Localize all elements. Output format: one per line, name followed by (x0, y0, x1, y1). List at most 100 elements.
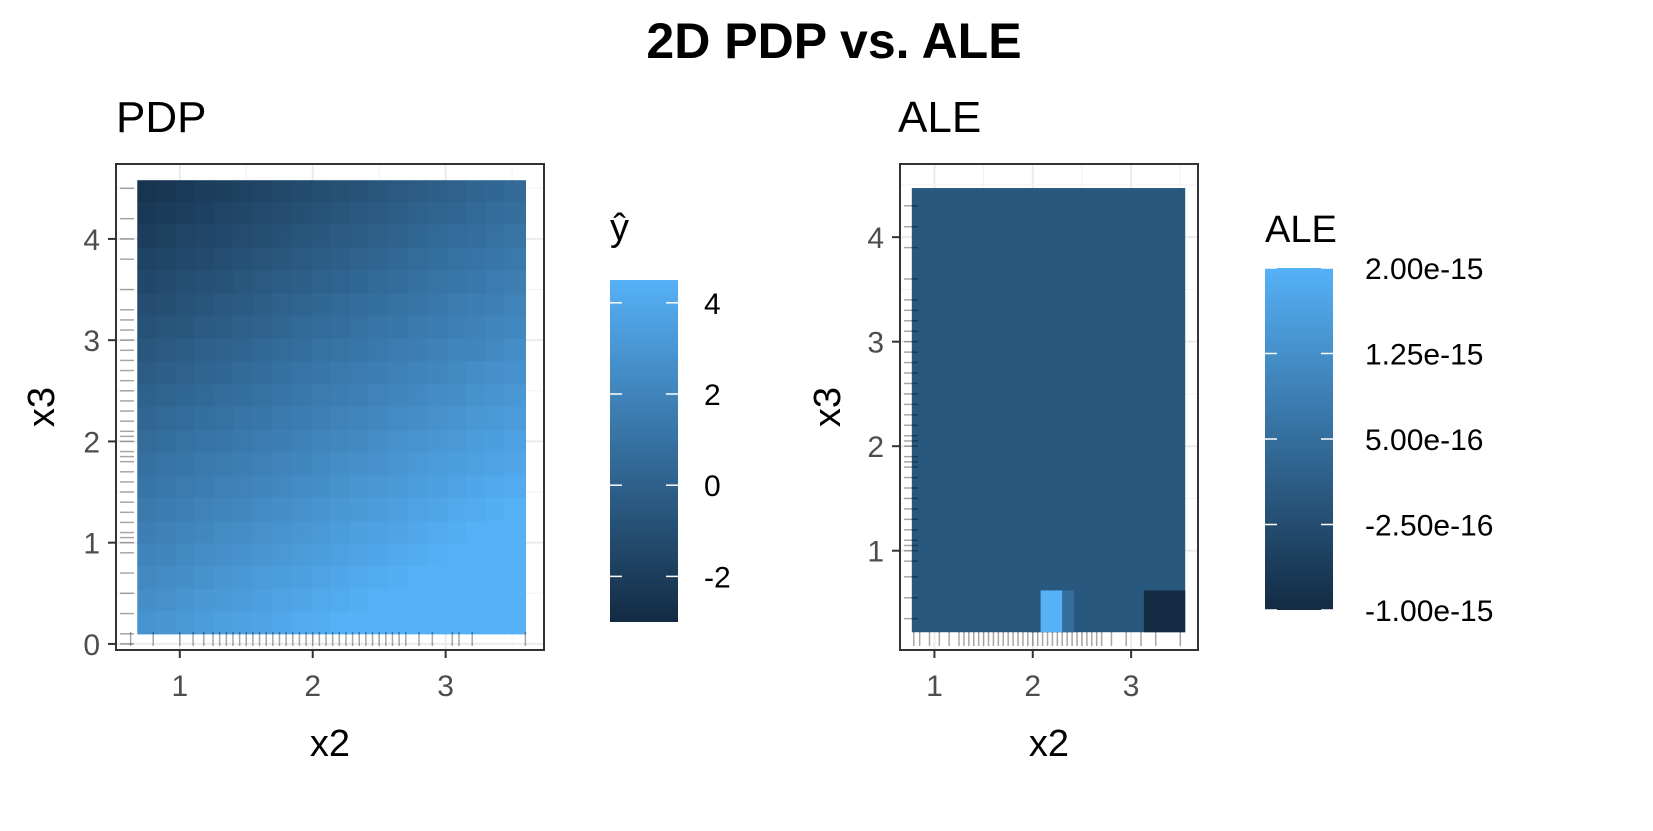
panel-2-legend-tick-label: 1.25e-15 (1365, 339, 1483, 372)
panel-1-heat-tile (137, 429, 157, 453)
panel-1-heat-tile (446, 180, 467, 203)
panel-2-y-tick-label: 1 (867, 536, 884, 569)
panel-1-heat-tile (311, 247, 331, 270)
panel-1-heat-tile (194, 338, 215, 362)
panel-1-heat-tile (311, 292, 331, 316)
panel-1-group: 1 2 3 0 1 2 3 4 PDP x2 x3 ŷ 4 2 0 -2 (21, 93, 731, 765)
panel-1-heat-tile (330, 429, 351, 453)
panel-1-heat-tile (214, 610, 234, 635)
panel-1-x-axis-label: x2 (310, 723, 350, 765)
panel-1-heat-tile (155, 497, 177, 521)
panel-1-heat-tile (427, 292, 448, 316)
panel-1-heat-tile (504, 180, 526, 203)
panel-1-heat-tile (175, 292, 196, 316)
panel-1-heat-tile (155, 564, 177, 589)
panel-1-legend-title: ŷ (610, 207, 629, 249)
panel-1-heat-tile (330, 610, 351, 635)
panel-1-heat-tile (291, 383, 312, 407)
panel-1-heat-tile (272, 520, 293, 544)
panel-1-heat-tile (214, 292, 234, 316)
panel-2-heat-cell (1062, 590, 1075, 633)
panel-1-heat-tile (175, 588, 196, 612)
panel-1-heat-tile (252, 338, 274, 362)
panel-1-heat-tile (232, 314, 254, 339)
panel-2-title: ALE (898, 93, 981, 142)
panel-1-heat-tile (388, 474, 410, 498)
panel-1-heat-tile (291, 269, 312, 294)
panel-1-heat-tile (408, 542, 428, 566)
panel-2-y-axis-label: x3 (807, 387, 849, 427)
panel-1-heat-tile (446, 564, 467, 589)
panel-1-heat-tile (388, 314, 410, 339)
panel-1-heat-tile (232, 383, 254, 407)
panel-1-heat-tile (408, 180, 428, 203)
panel-2-heat-cell (1143, 590, 1186, 633)
panel-1-heat-tile (155, 588, 177, 612)
panel-1-legend-tick-label: 2 (704, 379, 721, 412)
panel-1-heat-tile (291, 201, 312, 225)
panel-1-heat-tile (272, 201, 293, 225)
panel-1-heat-tile (252, 314, 274, 339)
panel-2-y-tick-label: 4 (867, 222, 884, 255)
panel-1-heat-tile (388, 223, 410, 248)
panel-1-heat-tile (485, 314, 505, 339)
panel-1-heat-tile (465, 610, 487, 635)
panel-1-heat-tile (427, 429, 448, 453)
panel-1-heat-tile (155, 269, 177, 294)
panel-1-heat-tile (214, 405, 234, 430)
panel-1-heat-tile (137, 564, 157, 589)
panel-1-heat-tile (252, 564, 274, 589)
panel-1-heat-tile (368, 247, 390, 270)
panel-1-heat-tile (291, 474, 312, 498)
panel-1-heat-tile (137, 520, 157, 544)
panel-1-heat-tile (311, 474, 331, 498)
panel-1-heat-tile (252, 497, 274, 521)
panel-1-heat-tile (252, 474, 274, 498)
panel-1-heat-tile (194, 269, 215, 294)
panel-1-heat-tile (232, 269, 254, 294)
panel-1-heat-tile (368, 429, 390, 453)
panel-1-heat-tile (232, 429, 254, 453)
panel-1-heat-tile (368, 610, 390, 635)
panel-1-heat-tile (446, 520, 467, 544)
panel-1-heat-tile (311, 451, 331, 476)
panel-1-heat-tile (194, 564, 215, 589)
panel-1-heat-tile (272, 292, 293, 316)
panel-2-heat-cell (1040, 590, 1063, 633)
panel-1-heat-tile (504, 497, 526, 521)
panel-1-heat-tile (214, 520, 234, 544)
panel-1-heat-tile (311, 542, 331, 566)
panel-1-heat-tile (349, 338, 370, 362)
panel-1-heat-tile (291, 338, 312, 362)
panel-1-heat-tile (194, 542, 215, 566)
panel-1-heat-tile (291, 610, 312, 635)
panel-2-group: 1 2 3 1 2 3 4 ALE x2 x3 ALE 2.00e-15 1.25e-15 5.00e-1… (807, 93, 1493, 765)
panel-1-heat-tile (368, 405, 390, 430)
panel-1-heat-tile (485, 520, 505, 544)
panel-1-heat-tile (368, 497, 390, 521)
panel-1-heat-tile (272, 564, 293, 589)
panel-1-heat-tile (214, 497, 234, 521)
panel-1-heat-tile (311, 360, 331, 385)
panel-1-heat-tile (330, 520, 351, 544)
panel-1-heat-tile (408, 474, 428, 498)
panel-1-heat-tile (349, 360, 370, 385)
panel-1-heat-tile (349, 314, 370, 339)
panel-1-heat-tile (291, 292, 312, 316)
panel-1-heat-tile (368, 542, 390, 566)
panel-1-heat-tile (465, 405, 487, 430)
panel-1-heat-tile (388, 564, 410, 589)
panel-1-heat-tile (349, 405, 370, 430)
panel-1-heat-tile (330, 474, 351, 498)
panel-1-heat-tile (175, 201, 196, 225)
panel-1-heat-tile (155, 247, 177, 270)
panel-1-heat-tile (272, 451, 293, 476)
panel-1-heat-tile (504, 201, 526, 225)
panel-1-heat-tile (232, 451, 254, 476)
panel-1-heat-tile (214, 564, 234, 589)
panel-1-heat-tile (427, 383, 448, 407)
panel-1-heat-tile (446, 497, 467, 521)
panel-1-heat-tile (272, 588, 293, 612)
panel-1-heat-tile (388, 405, 410, 430)
